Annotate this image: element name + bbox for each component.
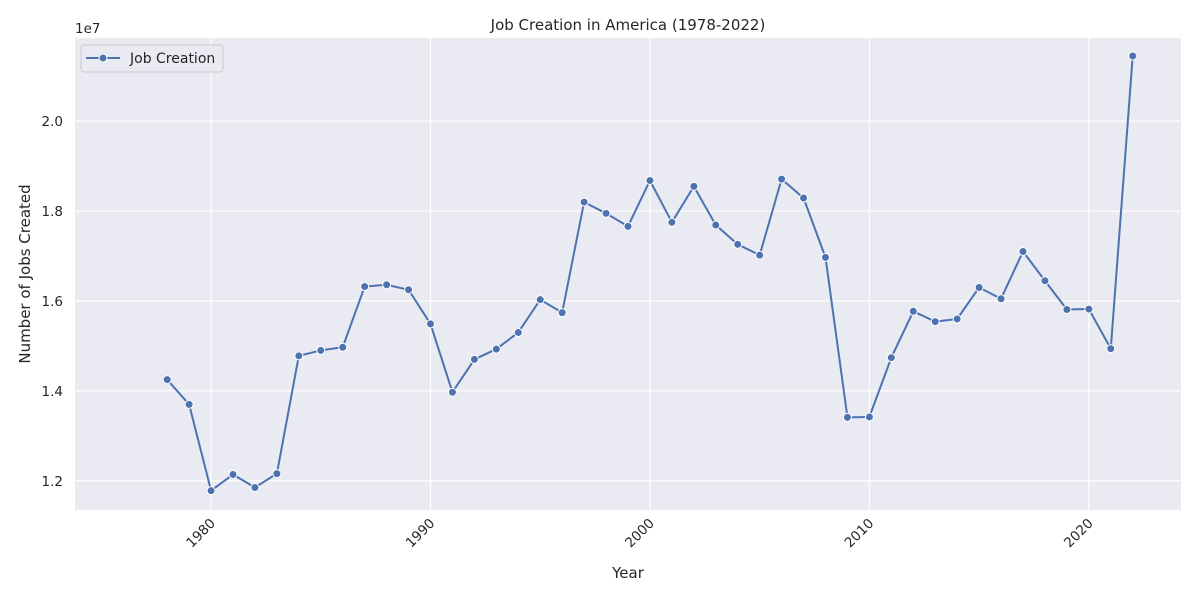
data-point: [689, 181, 699, 191]
data-point: [206, 486, 216, 496]
data-point: [952, 314, 962, 324]
data-point: [799, 193, 809, 203]
data-point: [557, 308, 567, 318]
data-point: [864, 412, 874, 422]
legend-box: [80, 44, 224, 73]
data-point: [1128, 51, 1138, 61]
x-tick-label: 1990: [403, 516, 439, 552]
y-axis-label: Number of Jobs Created: [16, 184, 34, 363]
data-point: [842, 412, 852, 422]
data-point: [228, 469, 238, 479]
data-point: [777, 174, 787, 184]
data-point: [1062, 305, 1072, 315]
data-point: [1084, 304, 1094, 314]
y-tick-label: 1.8: [42, 204, 63, 220]
data-point: [535, 295, 545, 305]
y-tick-label: 1.6: [42, 294, 63, 310]
data-point: [469, 354, 479, 364]
data-point: [184, 399, 194, 409]
data-point: [382, 280, 392, 290]
data-point: [1040, 276, 1050, 286]
data-point: [623, 221, 633, 231]
data-point: [1018, 247, 1028, 257]
data-point: [645, 175, 655, 185]
data-point: [755, 250, 765, 260]
legend-marker-swatch: [98, 53, 108, 63]
data-point: [513, 327, 523, 337]
chart-title: Job Creation in America (1978-2022): [490, 16, 766, 34]
data-point: [316, 345, 326, 355]
plot-area: [75, 38, 1181, 510]
data-point: [996, 294, 1006, 304]
data-point: [447, 387, 457, 397]
y-tick-label: 1.4: [42, 384, 63, 400]
x-tick-label: 2000: [622, 516, 658, 552]
y-tick-label: 1.2: [42, 474, 63, 490]
data-point: [733, 239, 743, 249]
gridlines: [75, 38, 1181, 510]
data-point: [667, 217, 677, 227]
x-axis-label: Year: [611, 564, 645, 582]
data-point: [162, 375, 172, 385]
data-point: [272, 469, 282, 479]
series-job-creation: [162, 51, 1138, 496]
legend-entry-job-creation: Job Creation: [129, 51, 215, 67]
data-point: [404, 285, 414, 295]
data-point: [294, 351, 304, 361]
x-tick-label: 2010: [842, 516, 878, 552]
y-tick-label: 2.0: [42, 114, 63, 130]
data-point: [908, 306, 918, 316]
data-point: [250, 483, 260, 493]
data-point: [360, 282, 370, 292]
data-point: [930, 317, 940, 327]
data-point: [886, 353, 896, 363]
data-point: [579, 197, 589, 207]
x-tick-label: 1980: [183, 516, 219, 552]
data-point: [338, 342, 348, 352]
legend: Job Creation: [80, 44, 224, 73]
data-point: [601, 208, 611, 218]
data-point: [1106, 344, 1116, 354]
data-point: [491, 344, 501, 354]
data-point: [711, 220, 721, 230]
y-axis-offset-label: 1e7: [75, 21, 100, 37]
data-point: [426, 319, 435, 329]
data-point: [974, 282, 984, 292]
x-tick-label: 2020: [1061, 516, 1097, 552]
data-point: [821, 252, 830, 262]
